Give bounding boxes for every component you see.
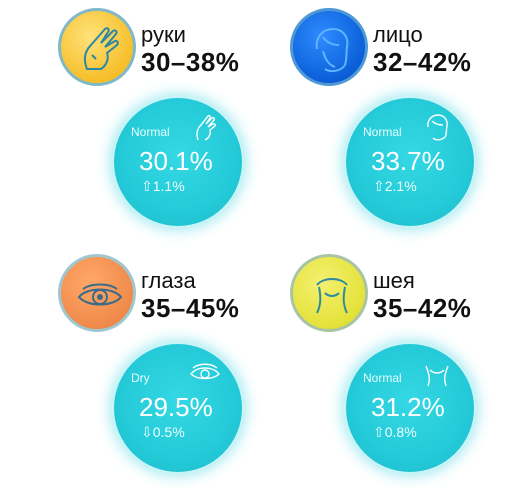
eye-icon bbox=[190, 363, 220, 380]
metric-title: шея bbox=[373, 268, 415, 293]
metric-range: 35–42% bbox=[373, 293, 472, 323]
metric-disk: Normal 33.7% ⇧2.1% bbox=[346, 98, 474, 226]
metric-title: глаза bbox=[141, 268, 196, 293]
metric-panel-eyes: глаза 35–45% Dry 29.5% ⇩0.5% bbox=[0, 246, 259, 491]
metric-disk: Dry 29.5% ⇩0.5% bbox=[114, 344, 242, 472]
hand-icon bbox=[196, 114, 216, 141]
metric-value: 31.2% bbox=[371, 392, 445, 422]
metric-title: руки bbox=[141, 22, 186, 47]
face-icon bbox=[315, 27, 349, 73]
neck-badge bbox=[290, 254, 368, 332]
metric-state: Normal bbox=[131, 125, 170, 139]
metric-range: 32–42% bbox=[373, 47, 472, 77]
metric-range: 30–38% bbox=[141, 47, 240, 77]
hand-badge bbox=[58, 8, 136, 86]
metric-panel-neck: шея 35–42% Normal 31.2% ⇧0.8% bbox=[232, 246, 491, 491]
metric-delta: ⇧0.8% bbox=[373, 424, 417, 440]
metric-value: 33.7% bbox=[371, 146, 445, 176]
metric-title: лицо bbox=[373, 22, 423, 47]
metric-value: 30.1% bbox=[139, 146, 213, 176]
metric-value: 29.5% bbox=[139, 392, 213, 422]
metric-state: Normal bbox=[363, 371, 402, 385]
face-icon bbox=[427, 114, 448, 141]
metric-panel-face: лицо 32–42% Normal 33.7% ⇧2.1% bbox=[232, 0, 491, 245]
metric-delta: ⇩0.5% bbox=[141, 424, 185, 440]
metric-delta: ⇧2.1% bbox=[373, 178, 417, 194]
metric-state: Dry bbox=[131, 371, 150, 385]
eye-icon bbox=[77, 283, 123, 306]
eye-badge bbox=[58, 254, 136, 332]
neck-icon bbox=[316, 278, 348, 314]
metric-delta: ⇧1.1% bbox=[141, 178, 185, 194]
metric-state: Normal bbox=[363, 125, 402, 139]
metric-disk: Normal 31.2% ⇧0.8% bbox=[346, 344, 474, 472]
metric-disk: Normal 30.1% ⇧1.1% bbox=[114, 98, 242, 226]
hand-icon bbox=[83, 27, 119, 70]
metric-range: 35–45% bbox=[141, 293, 240, 323]
neck-icon bbox=[425, 365, 449, 387]
face-badge bbox=[290, 8, 368, 86]
metric-panel-hands: руки 30–38% Normal 30.1% ⇧1.1% bbox=[0, 0, 259, 245]
